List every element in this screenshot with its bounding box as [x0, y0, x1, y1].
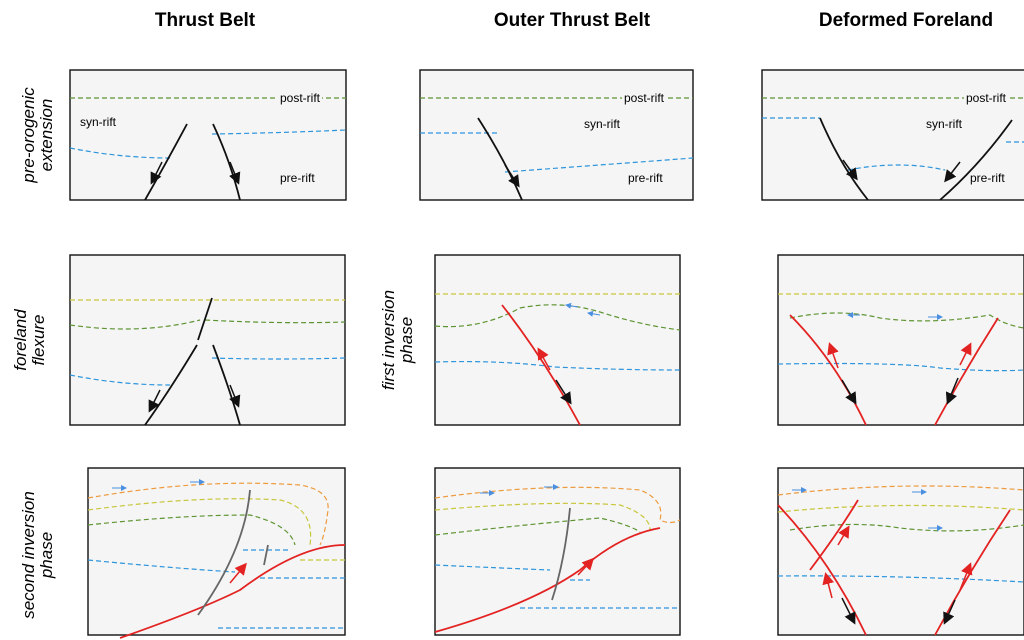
shape	[959, 342, 972, 366]
shape	[434, 502, 651, 531]
shape	[150, 161, 163, 185]
shape	[551, 507, 571, 601]
shape	[622, 91, 666, 105]
shape	[943, 599, 956, 625]
shape	[827, 342, 839, 369]
row-label-line: phase	[37, 532, 56, 579]
shape	[434, 564, 680, 609]
shape	[144, 123, 241, 201]
panel: post-rift syn-rift pre-rift	[419, 69, 694, 201]
shape	[87, 482, 329, 546]
shape	[87, 467, 346, 636]
row-label: foreland flexure	[11, 309, 48, 371]
shape	[434, 360, 681, 371]
shape	[197, 489, 269, 616]
panel	[434, 467, 681, 636]
shape	[69, 254, 346, 426]
shape	[777, 504, 1024, 513]
panel	[434, 254, 681, 426]
shape	[434, 467, 681, 636]
shape	[964, 91, 1008, 105]
layer-label: post-rift	[966, 91, 1007, 105]
panel	[777, 467, 1024, 636]
row-label: pre-orogenic extension	[19, 87, 56, 184]
shape	[87, 514, 296, 546]
shape	[565, 302, 579, 309]
row-label-line: second inversion	[19, 491, 38, 619]
layer-label: post-rift	[624, 91, 665, 105]
shape	[944, 161, 961, 183]
panel: post-rift syn-rift pre-rift	[761, 69, 1024, 201]
shape	[777, 575, 1024, 583]
layer-label: syn-rift	[926, 117, 963, 131]
shape	[822, 572, 835, 599]
layer-label: post-rift	[280, 91, 321, 105]
shape	[87, 498, 312, 546]
shape	[837, 525, 850, 546]
shape	[69, 357, 346, 386]
shape	[229, 562, 247, 584]
shape	[762, 117, 1024, 171]
shape	[555, 379, 572, 405]
shape	[278, 91, 322, 105]
shape	[229, 384, 241, 408]
layer-label: pre-rift	[970, 171, 1005, 185]
panel	[69, 254, 346, 426]
shape	[434, 304, 681, 331]
shape	[841, 379, 857, 405]
panel: post-rift syn-rift pre-rift	[69, 69, 347, 201]
column-title: Deformed Foreland	[819, 10, 993, 31]
shape	[841, 597, 856, 625]
row-label-line: flexure	[29, 314, 48, 365]
shape	[148, 389, 161, 413]
shape	[587, 310, 601, 317]
shape	[577, 557, 595, 576]
shape	[434, 517, 641, 536]
layer-label: syn-rift	[584, 117, 621, 131]
shape	[144, 297, 241, 426]
row-label-line: pre-orogenic	[19, 87, 38, 184]
shape	[119, 544, 346, 639]
layer-label: pre-rift	[280, 171, 315, 185]
row-label: first inversion phase	[379, 290, 416, 390]
shape	[434, 527, 661, 633]
shape	[959, 562, 973, 591]
shape	[69, 319, 346, 330]
shape	[789, 314, 999, 426]
shape	[945, 377, 959, 405]
row-label-line: phase	[397, 317, 416, 364]
shape	[777, 362, 1024, 372]
shape	[842, 159, 858, 181]
column-title: Outer Thrust Belt	[494, 10, 651, 31]
shape	[477, 117, 523, 201]
row-label-line: first inversion	[379, 290, 398, 390]
panel	[777, 254, 1024, 426]
layer-label: syn-rift	[80, 115, 117, 129]
shape	[819, 117, 1013, 201]
layer-label: pre-rift	[628, 171, 663, 185]
shape	[434, 486, 681, 524]
shape	[777, 254, 1024, 426]
row-label: second inversion phase	[19, 491, 56, 619]
panel	[87, 467, 346, 639]
shape	[501, 304, 581, 426]
row-label-line: extension	[37, 99, 56, 172]
shape	[69, 129, 347, 159]
shape	[537, 347, 551, 371]
shape	[229, 161, 241, 185]
shape	[504, 164, 520, 188]
shape	[777, 485, 1024, 496]
column-title: Thrust Belt	[155, 10, 256, 31]
shape	[777, 467, 1024, 636]
row-label-line: foreland	[11, 309, 30, 371]
shape	[434, 254, 681, 426]
